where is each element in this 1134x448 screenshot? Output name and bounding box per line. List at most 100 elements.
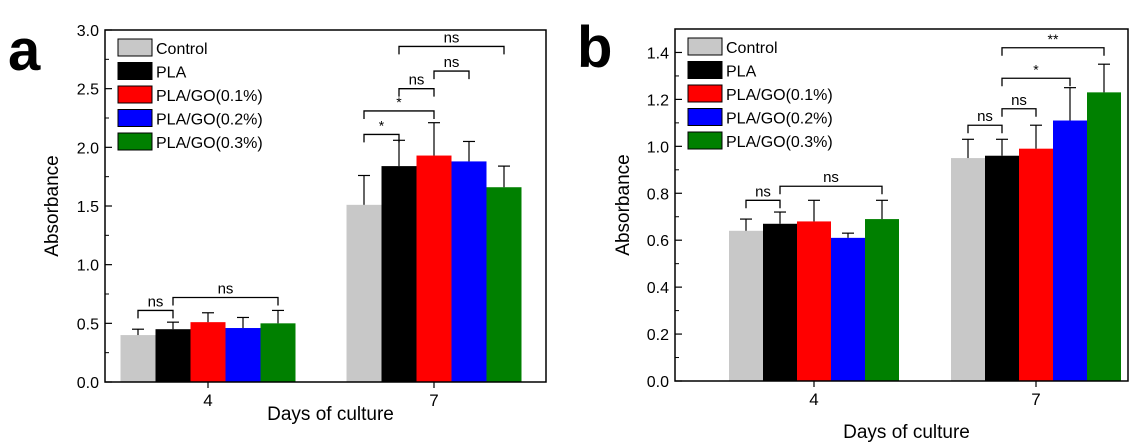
bar bbox=[155, 329, 191, 382]
significance-bracket: ns bbox=[745, 183, 781, 209]
legend-swatch bbox=[117, 85, 153, 104]
significance-bracket: * bbox=[363, 117, 400, 143]
y-tick-label: 0.4 bbox=[647, 280, 669, 297]
significance-bracket: * bbox=[1001, 61, 1071, 87]
significance-bracket: ns bbox=[1001, 92, 1037, 117]
bar bbox=[729, 230, 763, 381]
bar bbox=[451, 161, 487, 382]
y-tick-label: 0.8 bbox=[647, 186, 669, 203]
x-axis-label: Days of culture bbox=[267, 404, 394, 425]
y-tick-label: 0.2 bbox=[647, 327, 669, 344]
significance-label: ns bbox=[218, 281, 234, 298]
significance-bracket: ns bbox=[398, 29, 505, 55]
legend-swatch bbox=[117, 109, 153, 127]
bar bbox=[865, 219, 899, 381]
bracket-line bbox=[967, 124, 1003, 134]
significance-label: ns bbox=[444, 29, 460, 46]
legend-swatch bbox=[117, 38, 153, 57]
bar bbox=[225, 328, 261, 382]
significance-bracket: ** bbox=[1001, 31, 1105, 56]
x-tick-label: 7 bbox=[1031, 390, 1040, 409]
significance-label: * bbox=[396, 94, 402, 110]
significance-label: ns bbox=[148, 293, 164, 310]
legend-swatch bbox=[687, 84, 723, 103]
bracket-line bbox=[1001, 108, 1037, 117]
y-tick-label: 0.5 bbox=[77, 316, 99, 333]
y-tick-label: 1.2 bbox=[647, 92, 669, 109]
legend-swatch bbox=[687, 61, 723, 79]
significance-bracket: ns bbox=[137, 293, 174, 319]
significance-bracket: * bbox=[363, 94, 435, 119]
legend-label: PLA/GO(0.2%) bbox=[726, 111, 833, 128]
y-tick-label: 1.0 bbox=[647, 139, 669, 156]
legend-label: PLA/GO(0.2%) bbox=[156, 112, 263, 129]
significance-label: ns bbox=[409, 72, 425, 89]
chart-b-svg: b 0.0 0.2 0.4 0.6 0.8 1.0 1.2 1.4 4 7 Days of cultu… bbox=[577, 15, 1129, 443]
legend-label: Control bbox=[726, 40, 778, 57]
x-tick-label: 7 bbox=[429, 391, 438, 410]
bracket-line bbox=[1001, 47, 1105, 56]
bar bbox=[260, 323, 296, 382]
bracket-line bbox=[398, 88, 435, 97]
bar bbox=[797, 221, 831, 381]
significance-label: ns bbox=[444, 54, 460, 71]
significance-label: * bbox=[1033, 61, 1039, 77]
bar bbox=[1053, 120, 1087, 382]
legend-label: PLA bbox=[156, 65, 187, 82]
x-tick-label: 4 bbox=[203, 391, 212, 410]
y-tick-label: 0.0 bbox=[77, 375, 99, 392]
bracket-line bbox=[172, 296, 279, 306]
bracket-line bbox=[363, 110, 435, 119]
bracket-line bbox=[363, 133, 400, 143]
bar bbox=[1087, 92, 1121, 382]
y-tick-label: 2.5 bbox=[77, 82, 99, 99]
significance-bracket: ns bbox=[172, 281, 279, 306]
bracket-line bbox=[433, 70, 470, 80]
significance-label: ns bbox=[977, 108, 993, 125]
significance-label: * bbox=[379, 117, 385, 133]
legend-label: PLA/GO(0.1%) bbox=[726, 87, 833, 104]
y-tick-label: 1.4 bbox=[647, 45, 669, 62]
y-tick-label: 0.6 bbox=[647, 233, 669, 250]
legend-swatch bbox=[687, 131, 723, 150]
y-tick-label: 1.5 bbox=[77, 199, 99, 216]
significance-label: ns bbox=[1011, 92, 1027, 109]
bracket-line bbox=[1001, 77, 1071, 87]
significance-bracket: ns bbox=[398, 72, 435, 97]
bar bbox=[120, 335, 156, 382]
bar bbox=[486, 187, 522, 382]
bar bbox=[346, 204, 382, 382]
panel-label: a bbox=[8, 18, 41, 83]
panel-a: a 0.0 0.5 1.0 1.5 2.0 2.5 3.0 4 7 Days of culture A… bbox=[0, 0, 567, 443]
y-tick-label: 0.0 bbox=[647, 374, 669, 391]
significance-bracket: ns bbox=[779, 169, 883, 195]
panel-b: b 0.0 0.2 0.4 0.6 0.8 1.0 1.2 1.4 4 7 Days of cultu… bbox=[567, 0, 1134, 443]
legend-swatch bbox=[117, 132, 153, 151]
bar bbox=[951, 158, 985, 381]
significance-bracket: ns bbox=[433, 54, 470, 80]
legend-label: PLA bbox=[726, 64, 757, 81]
bar bbox=[190, 322, 226, 382]
significance-label: ns bbox=[823, 169, 839, 186]
legend-label: Control bbox=[156, 41, 208, 58]
legend-swatch bbox=[687, 37, 723, 56]
bracket-line bbox=[745, 199, 781, 209]
y-tick-label: 2.0 bbox=[77, 140, 99, 157]
bracket-line bbox=[137, 309, 174, 319]
bar bbox=[831, 237, 865, 381]
legend-label: PLA/GO(0.1%) bbox=[156, 88, 263, 105]
y-axis-label: Absorbance bbox=[42, 155, 63, 256]
significance-bracket: ns bbox=[967, 108, 1003, 134]
legend-label: PLA/GO(0.3%) bbox=[156, 135, 263, 152]
bar bbox=[763, 223, 797, 381]
significance-label: ns bbox=[755, 183, 771, 200]
bracket-line bbox=[398, 45, 505, 55]
bar bbox=[1019, 148, 1053, 381]
bar bbox=[381, 166, 417, 382]
plot-frame bbox=[674, 28, 1129, 382]
bracket-line bbox=[779, 185, 883, 195]
chart-a-svg: a 0.0 0.5 1.0 1.5 2.0 2.5 3.0 4 7 Days of culture A… bbox=[8, 18, 547, 425]
significance-label: ** bbox=[1048, 31, 1059, 47]
legend-label: PLA/GO(0.3%) bbox=[726, 134, 833, 151]
panel-label: b bbox=[577, 15, 612, 80]
